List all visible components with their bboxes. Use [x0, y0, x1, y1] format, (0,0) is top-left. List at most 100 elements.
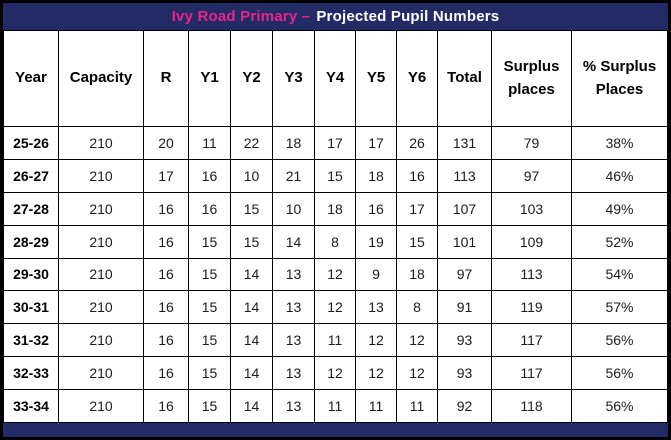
value-cell: 17	[314, 126, 356, 160]
value-cell: 93	[437, 323, 492, 358]
value-cell: 16	[396, 158, 438, 193]
value-cell: 13	[272, 290, 315, 325]
value-cell: 15	[230, 191, 273, 226]
value-cell: 118	[491, 389, 572, 423]
value-cell: 210	[58, 158, 144, 193]
value-cell: 15	[188, 323, 231, 358]
value-cell: 9	[355, 257, 397, 292]
value-cell: 97	[491, 158, 572, 193]
value-cell: 22	[230, 126, 273, 160]
value-cell: 14	[230, 389, 273, 423]
table-row: 29-30 210 16 15 14 13 12 9 18 97 113 54%	[3, 257, 668, 292]
value-cell: 14	[230, 290, 273, 325]
value-cell: 46%	[571, 158, 668, 193]
value-cell: 210	[58, 356, 144, 390]
value-cell: 13	[272, 389, 315, 423]
value-cell: 16	[143, 389, 189, 423]
column-header-pct-surplus-places: % Surplus Places	[571, 30, 668, 127]
value-cell: 19	[355, 224, 397, 259]
value-cell: 56%	[571, 389, 668, 423]
value-cell: 16	[143, 257, 189, 292]
value-cell: 49%	[571, 191, 668, 226]
value-cell: 18	[272, 126, 315, 160]
table-row: 30-31 210 16 15 14 13 12 13 8 91 119 57%	[3, 290, 668, 325]
value-cell: 210	[58, 290, 144, 325]
value-cell: 12	[355, 323, 397, 358]
value-cell: 131	[437, 126, 492, 160]
value-cell: 21	[272, 158, 315, 193]
value-cell: 16	[143, 224, 189, 259]
value-cell: 56%	[571, 323, 668, 358]
value-cell: 17	[143, 158, 189, 193]
table-row: 25-26 210 20 11 22 18 17 17 26 131 79 38%	[3, 126, 668, 160]
value-cell: 54%	[571, 257, 668, 292]
value-cell: 117	[491, 356, 572, 390]
value-cell: 15	[188, 389, 231, 423]
value-cell: 17	[355, 126, 397, 160]
column-header-y4: Y4	[314, 30, 356, 127]
value-cell: 79	[491, 126, 572, 160]
column-header-total: Total	[437, 30, 492, 127]
value-cell: 14	[230, 356, 273, 390]
column-header-y1: Y1	[188, 30, 231, 127]
value-cell: 52%	[571, 224, 668, 259]
table-row: 31-32 210 16 15 14 13 11 12 12 93 117 56%	[3, 323, 668, 358]
value-cell: 91	[437, 290, 492, 325]
value-cell: 12	[314, 290, 356, 325]
value-cell: 12	[314, 356, 356, 390]
value-cell: 18	[355, 158, 397, 193]
year-cell: 28-29	[3, 224, 59, 259]
value-cell: 16	[143, 290, 189, 325]
value-cell: 13	[272, 356, 315, 390]
column-header-surplus-places: Surplus places	[491, 30, 572, 127]
column-header-y5: Y5	[355, 30, 397, 127]
year-cell: 33-34	[3, 389, 59, 423]
value-cell: 14	[230, 257, 273, 292]
value-cell: 20	[143, 126, 189, 160]
value-cell: 92	[437, 389, 492, 423]
value-cell: 15	[188, 224, 231, 259]
value-cell: 13	[272, 257, 315, 292]
year-cell: 32-33	[3, 356, 59, 390]
value-cell: 15	[230, 224, 273, 259]
value-cell: 17	[396, 191, 438, 226]
value-cell: 16	[188, 158, 231, 193]
value-cell: 12	[355, 356, 397, 390]
value-cell: 210	[58, 257, 144, 292]
column-header-y6: Y6	[396, 30, 438, 127]
table-header: Year Capacity R Y1 Y2 Y3 Y4 Y5 Y6 Total …	[3, 30, 668, 127]
value-cell: 93	[437, 356, 492, 390]
table-row: 33-34 210 16 15 14 13 11 11 11 92 118 56%	[3, 389, 668, 423]
value-cell: 38%	[571, 126, 668, 160]
column-header-capacity: Capacity	[58, 30, 144, 127]
title-subtitle: Projected Pupil Numbers	[316, 8, 500, 25]
column-header-r: R	[143, 30, 189, 127]
value-cell: 15	[314, 158, 356, 193]
header-row: Year Capacity R Y1 Y2 Y3 Y4 Y5 Y6 Total …	[3, 30, 668, 127]
value-cell: 113	[437, 158, 492, 193]
value-cell: 8	[396, 290, 438, 325]
value-cell: 13	[355, 290, 397, 325]
column-header-year: Year	[3, 30, 59, 127]
value-cell: 11	[396, 389, 438, 423]
value-cell: 11	[314, 389, 356, 423]
value-cell: 113	[491, 257, 572, 292]
value-cell: 117	[491, 323, 572, 358]
title-school-name: Ivy Road Primary –	[171, 8, 311, 25]
value-cell: 16	[143, 323, 189, 358]
value-cell: 26	[396, 126, 438, 160]
value-cell: 16	[143, 356, 189, 390]
value-cell: 14	[272, 224, 315, 259]
value-cell: 18	[396, 257, 438, 292]
value-cell: 57%	[571, 290, 668, 325]
value-cell: 12	[314, 257, 356, 292]
value-cell: 210	[58, 323, 144, 358]
value-cell: 56%	[571, 356, 668, 390]
value-cell: 15	[396, 224, 438, 259]
pupil-numbers-table: Year Capacity R Y1 Y2 Y3 Y4 Y5 Y6 Total …	[3, 30, 668, 423]
value-cell: 15	[188, 290, 231, 325]
table-row: 27-28 210 16 16 15 10 18 16 17 107 103 49%	[3, 191, 668, 226]
value-cell: 13	[272, 323, 315, 358]
value-cell: 107	[437, 191, 492, 226]
